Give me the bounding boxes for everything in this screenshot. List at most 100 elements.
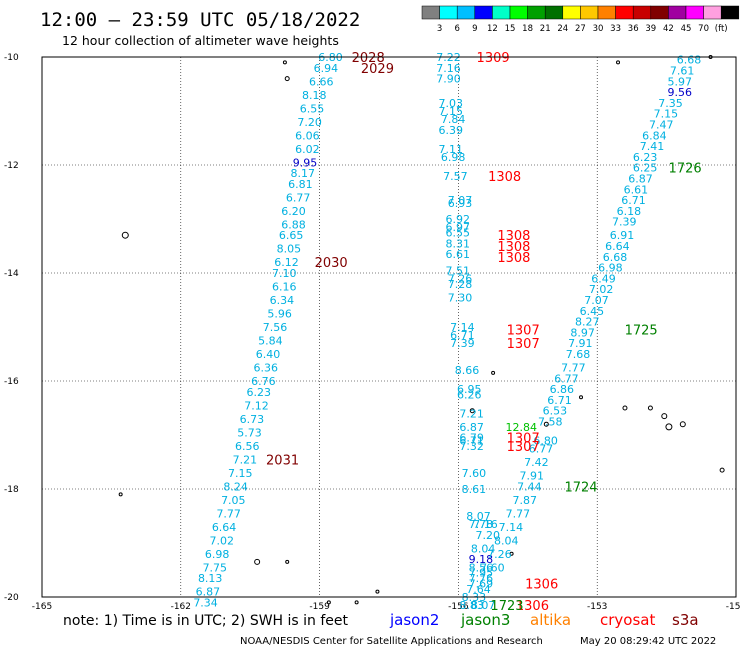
satellite-label-altika: altika: [530, 611, 571, 629]
wave-height-value: 6.61: [624, 183, 649, 196]
wave-height-value: 6.56: [235, 440, 260, 453]
wave-height-value: 7.15: [228, 467, 253, 480]
pass-label: 2029: [361, 62, 394, 77]
island-outline: [375, 589, 380, 594]
wave-height-value: 6.23: [247, 386, 272, 399]
pass-label: 1307: [507, 432, 540, 447]
pass-label: 1308: [497, 229, 530, 244]
island-outline: [121, 231, 129, 239]
wave-height-value: 6.87: [196, 586, 221, 599]
legend-label: 36: [628, 24, 639, 34]
map-frame: [41, 56, 737, 598]
wave-height-value: 7.21: [459, 407, 484, 420]
wave-height-value: 8.04: [471, 542, 496, 555]
lat-tick-label: -18: [4, 485, 19, 495]
wave-height-value: 7.91: [568, 337, 593, 350]
wave-height-value: 8.27: [575, 316, 600, 329]
pass-label: 1308: [497, 251, 530, 266]
wave-height-value: 6.64: [605, 240, 630, 253]
lat-tick-label: -12: [4, 161, 19, 171]
wave-height-value: 7.64: [466, 583, 491, 596]
legend-label: 15: [505, 24, 516, 34]
wave-height-value: 7.26: [448, 272, 473, 285]
wave-height-value: 9.56: [668, 86, 693, 99]
wave-height-value: 6.64: [212, 521, 237, 534]
wave-height-value: 7.03: [439, 97, 464, 110]
pass-label: 1723: [490, 599, 523, 614]
lon-tick-label: -159: [309, 602, 330, 612]
lon-tick-label: -165: [32, 602, 52, 612]
wave-height-value: 7.75: [203, 561, 228, 574]
wave-height-value: 6.98: [205, 548, 230, 561]
wave-height-value: 7.05: [221, 494, 246, 507]
wave-height-value: 6.02: [295, 143, 320, 156]
wave-height-value: 7.14: [450, 321, 475, 334]
legend-label: 12: [487, 24, 498, 34]
island-outline: [579, 395, 584, 400]
wave-height-value: 7.95: [469, 567, 494, 580]
wave-height-value: 7.60: [480, 561, 505, 574]
legend-swatch: [527, 5, 546, 20]
lon-tick-label: -153: [587, 602, 607, 612]
legend-swatch: [421, 5, 440, 20]
wave-height-value: 7.02: [210, 534, 235, 547]
wave-height-value: 6.36: [253, 362, 278, 375]
pass-label: 1725: [625, 324, 658, 339]
wave-height-value: 6.97: [445, 221, 470, 234]
legend-label: 70: [698, 24, 709, 34]
wave-height-value: 6.61: [445, 248, 470, 261]
island-outline: [118, 492, 123, 497]
wave-height-value: 6.87: [628, 173, 653, 186]
wave-height-value: 6.73: [240, 413, 265, 426]
legend-swatch: [650, 5, 669, 20]
wave-height-value: 5.73: [237, 426, 262, 439]
wave-height-value: 7.34: [193, 596, 218, 609]
wave-height-value: 6.77: [554, 372, 579, 385]
wave-height-value: 6.34: [270, 294, 295, 307]
wave-height-value: 7.57: [443, 170, 468, 183]
wave-height-value: 6.88: [281, 218, 306, 231]
wave-height-value: 7.02: [589, 283, 614, 296]
map-grid: [42, 57, 736, 597]
lat-tick-label: -20: [4, 593, 19, 603]
pass-labels: 2028202920302031130913081308130813081307…: [266, 51, 702, 614]
wave-height-value: 7.76: [469, 572, 494, 585]
legend-label: 42: [663, 24, 674, 34]
wave-height-value: 6.94: [314, 62, 339, 75]
wave-height-value: 7.16: [436, 62, 461, 75]
lon-tick-label: -150: [726, 602, 740, 612]
wave-height-value: 12.84: [506, 421, 538, 434]
wave-height-value: 8.07: [471, 599, 496, 612]
legend-label: 21: [540, 24, 551, 34]
pass-label: 2031: [266, 453, 299, 468]
pass-label: 1308: [488, 170, 521, 185]
wave-height-value: 7.90: [436, 73, 461, 86]
wave-height-value: 6.98: [598, 262, 623, 275]
wave-height-value: 6.55: [445, 227, 470, 240]
wave-height-value: 7.14: [499, 521, 524, 534]
legend-swatch: [439, 5, 458, 20]
wave-height-value: 7.56: [263, 321, 288, 334]
wave-height-value: 6.81: [288, 178, 313, 191]
island-outline: [616, 60, 621, 65]
wave-height-value: 7.11: [439, 143, 464, 156]
wave-height-value: 6.76: [251, 375, 276, 388]
wave-height-value: 6.98: [441, 151, 466, 164]
wave-height-value: 6.71: [450, 329, 475, 342]
legend-swatch: [597, 5, 616, 20]
lon-tick-label: -162: [171, 602, 191, 612]
wave-height-value: 7.12: [244, 399, 269, 412]
wave-height-value: 7.61: [670, 65, 695, 78]
island-outline: [282, 60, 287, 65]
legend-swatch: [668, 5, 687, 20]
wave-height-value: 6.92: [445, 213, 470, 226]
legend-label: (ft): [715, 24, 728, 34]
wave-height-value: 6.26: [457, 389, 482, 402]
wave-height-value: 7.35: [658, 97, 683, 110]
wave-height-value: 5.96: [267, 308, 292, 321]
island-outline: [543, 421, 549, 427]
legend-swatch: [720, 5, 740, 20]
island-outline: [284, 76, 290, 82]
wave-height-value: 8.07: [466, 510, 491, 523]
